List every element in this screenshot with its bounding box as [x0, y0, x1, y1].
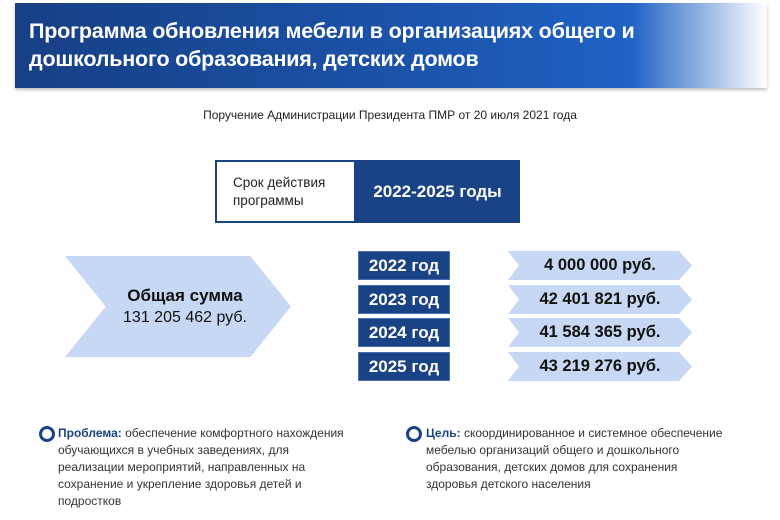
- amount-2022: 4 000 000 руб.: [508, 251, 692, 280]
- year-2025: 2025 год: [358, 352, 450, 381]
- total-sum: Общая сумма 131 205 462 руб.: [95, 285, 275, 329]
- problem-note: Проблема: обеспечение комфортного нахожд…: [58, 425, 358, 510]
- magnifier-icon: [39, 426, 55, 442]
- year-2024: 2024 год: [358, 318, 450, 347]
- target-icon: [406, 426, 422, 442]
- amount-2024: 41 584 365 руб.: [508, 318, 692, 347]
- total-label: Общая сумма: [127, 286, 243, 305]
- term-label: Срок действия программы: [215, 160, 356, 223]
- year-2022: 2022 год: [358, 251, 450, 280]
- total-value: 131 205 462 руб.: [123, 309, 247, 326]
- problem-label: Проблема:: [58, 426, 122, 440]
- header-banner: Программа обновления мебели в организаци…: [15, 3, 767, 88]
- amount-2023: 42 401 821 руб.: [508, 285, 692, 314]
- goal-text: скоординированное и системное обеспечени…: [426, 426, 723, 491]
- year-2023: 2023 год: [358, 285, 450, 314]
- amount-2025: 43 219 276 руб.: [508, 352, 692, 381]
- goal-note: Цель: скоординированное и системное обес…: [426, 425, 726, 493]
- goal-label: Цель:: [426, 426, 461, 440]
- problem-text: обеспечение комфортного нахождения обуча…: [58, 426, 344, 508]
- term-value: 2022-2025 годы: [355, 160, 520, 223]
- page-title: Программа обновления мебели в организаци…: [29, 19, 635, 71]
- subtitle: Поручение Администрации Президента ПМР о…: [203, 108, 577, 122]
